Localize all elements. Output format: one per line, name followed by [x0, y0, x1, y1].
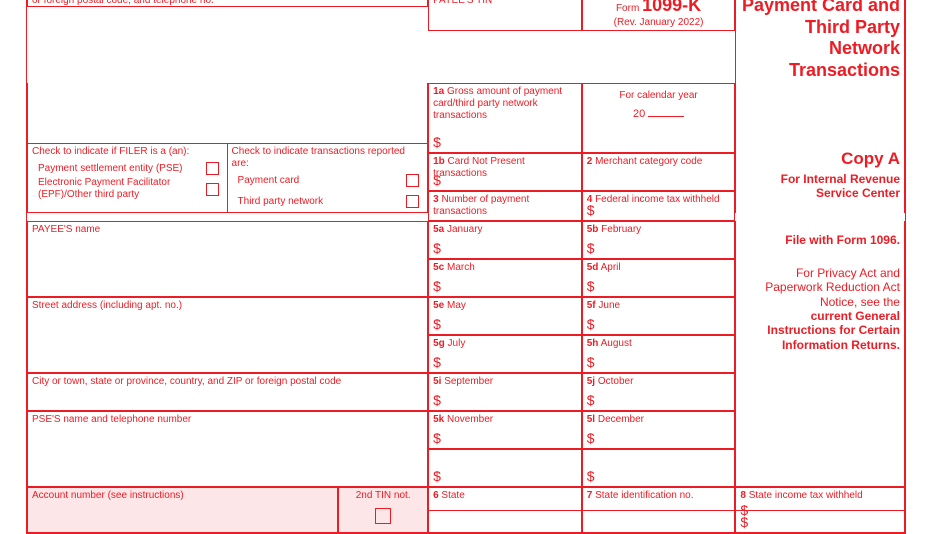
box6-label: State	[441, 490, 464, 501]
form-number: 1099-K	[642, 0, 701, 15]
box-5l: 5l December$	[582, 411, 736, 449]
copy-a: Copy A	[740, 149, 900, 169]
box-5g: 5g July$	[428, 335, 582, 373]
box1b-dollar: $	[433, 172, 441, 189]
box8-num: 8	[740, 490, 746, 501]
tin2-box: 2nd TIN not.	[338, 487, 428, 533]
tin2-checkbox[interactable]	[375, 508, 391, 524]
box8-label: State income tax withheld	[749, 490, 863, 501]
acct-label: Account number (see instructions)	[32, 490, 184, 501]
pse-name-label: PSE'S name and telephone number	[32, 414, 191, 425]
box4-dollar: $	[587, 202, 595, 219]
right-col-1: Copy A For Internal Revenue Service Cent…	[735, 83, 905, 213]
cal-year-label: For calendar year	[587, 90, 731, 102]
calendar-year-box: For calendar year 20	[582, 83, 736, 153]
box-7: 7 State identification no.	[582, 487, 736, 533]
payee-tin-box: PAYEE'S TIN	[428, 0, 582, 31]
box-5d: 5d April$	[582, 259, 736, 297]
pse-label: Payment settlement entity (PSE)	[38, 163, 183, 175]
epf-label: Electronic Payment Facilitator (EPF)/Oth…	[38, 177, 188, 201]
box2-num: 2	[587, 156, 593, 167]
box7-label: State identification no.	[595, 490, 693, 501]
box3-label: Number of payment transactions	[433, 194, 529, 217]
box-1b: 1b Card Not Present transactions $	[428, 153, 582, 191]
box-5j: 5j October$	[582, 373, 736, 411]
box1a-dollar: $	[433, 134, 441, 151]
form-1099k: or foreign postal code, and telephone no…	[26, 0, 906, 534]
form-title: Payment Card and Third Party Network Tra…	[740, 0, 900, 81]
filer-check-col: Check to indicate if FILER is a (an): Pa…	[28, 144, 228, 212]
box-5b: 5b February$	[582, 221, 736, 259]
epf-checkbox[interactable]	[206, 183, 219, 196]
box1b-label: Card Not Present transactions	[433, 156, 525, 179]
trans-check-col: Check to indicate transactions reported …	[228, 144, 428, 212]
cal-prefix: 20	[633, 108, 645, 120]
box-5c: 5c March$	[428, 259, 582, 297]
paycard-label: Payment card	[238, 175, 300, 187]
box-2: 2 Merchant category code	[582, 153, 736, 191]
filer-box: Check to indicate if FILER is a (an): Pa…	[27, 83, 428, 213]
box3-num: 3	[433, 194, 439, 205]
box6-num: 6	[433, 490, 439, 501]
tpn-label: Third party network	[238, 196, 324, 208]
box-1a: 1a Gross amount of payment card/third pa…	[428, 83, 582, 153]
box-5k-extra: $	[428, 449, 582, 487]
box1a-label: Gross amount of payment card/third party…	[433, 86, 562, 121]
tpn-checkbox[interactable]	[406, 195, 419, 208]
city-box: City or town, state or province, country…	[27, 373, 428, 411]
box-4: 4 Federal income tax withheld $	[582, 191, 736, 221]
filer-check-label: Check to indicate if FILER is a (an):	[32, 146, 223, 158]
box-5e: 5e May$	[428, 297, 582, 335]
box-8: 8 State income tax withheld $ $	[735, 487, 905, 533]
file-with: File with Form 1096.	[740, 233, 900, 247]
acct-box: Account number (see instructions)	[27, 487, 338, 533]
form-label: Form	[616, 3, 639, 14]
box-6: 6 State	[428, 487, 582, 533]
city-label: City or town, state or province, country…	[32, 376, 341, 387]
privacy-txt: For Privacy Act and Paperwork Reduction …	[740, 266, 900, 309]
filer-partial: or foreign postal code, and telephone no…	[32, 0, 214, 6]
form-number-box: Form 1099-K (Rev. January 2022)	[582, 0, 736, 31]
filer-box-top: or foreign postal code, and telephone no…	[27, 0, 428, 7]
box2-label: Merchant category code	[595, 156, 702, 167]
box-5h: 5h August$	[582, 335, 736, 373]
box1a-num: 1a	[433, 86, 444, 97]
for-irs: For Internal Revenue Service Center	[740, 172, 900, 201]
box-3: 3 Number of payment transactions	[428, 191, 582, 221]
box-5f: 5f June$	[582, 297, 736, 335]
street-box: Street address (including apt. no.)	[27, 297, 428, 373]
cal-year-blank[interactable]	[648, 116, 684, 117]
form-title-box: Payment Card and Third Party Network Tra…	[735, 0, 905, 83]
pse-checkbox[interactable]	[206, 162, 219, 175]
street-label: Street address (including apt. no.)	[32, 300, 182, 311]
form-rev: (Rev. January 2022)	[614, 17, 704, 28]
payee-name-label: PAYEE'S name	[32, 224, 100, 235]
box7-num: 7	[587, 490, 593, 501]
paycard-checkbox[interactable]	[406, 174, 419, 187]
right-col-2: File with Form 1096. For Privacy Act and…	[735, 221, 905, 487]
pse-name-box: PSE'S name and telephone number	[27, 411, 428, 487]
box-5a: 5a January$	[428, 221, 582, 259]
payee-name-box: PAYEE'S name	[27, 221, 428, 297]
trans-check-label: Check to indicate transactions reported …	[232, 146, 424, 170]
payee-tin-label: PAYEE'S TIN	[433, 0, 492, 6]
box1b-num: 1b	[433, 156, 445, 167]
box-5k: 5k November$	[428, 411, 582, 449]
privacy-bold: current General Instructions for Certain…	[740, 309, 900, 352]
box4-label: Federal income tax withheld	[595, 194, 720, 205]
box-5l-extra: $	[582, 449, 736, 487]
box-5i: 5i September$	[428, 373, 582, 411]
tin2-label: 2nd TIN not.	[343, 490, 423, 502]
